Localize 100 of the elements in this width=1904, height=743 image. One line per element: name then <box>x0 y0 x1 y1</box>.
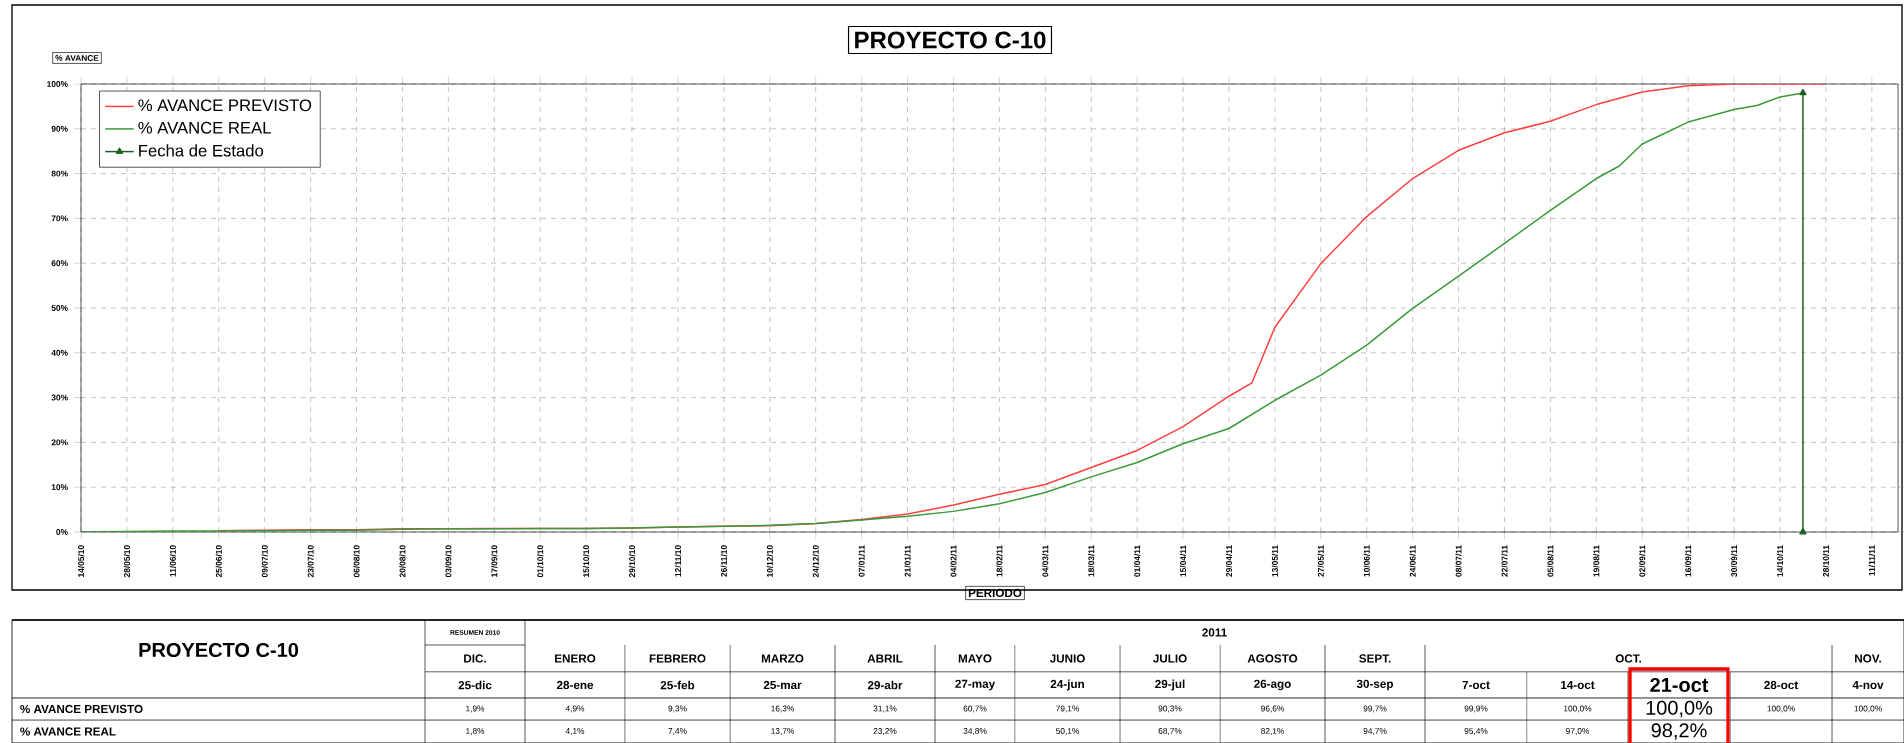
data-label: 82,1% <box>1261 728 1285 735</box>
x-tick-label: 19/08/11 <box>1593 545 1600 577</box>
text: NOV. <box>1855 654 1881 663</box>
x-tick-label: 29/10/10 <box>628 545 636 578</box>
x-tick-label: 15/10/10 <box>583 545 590 577</box>
x-tick-label: 05/08/11 <box>1547 545 1554 577</box>
text: ENERO <box>555 654 596 663</box>
x-tick-label: 24/06/11 <box>1409 545 1416 577</box>
x-tick-label: 21/01/11 <box>904 545 911 577</box>
x-axis-title: PERIODO <box>968 588 1022 598</box>
x-tick-label: 15/04/11 <box>1179 545 1187 577</box>
data-label: 100,0% <box>1646 700 1713 718</box>
data-label: 79,1% <box>1056 705 1080 713</box>
x-tick-label: 11/11/11 <box>1868 545 1875 576</box>
data-label: 100,0% <box>1854 705 1882 713</box>
data-label: 7,4% <box>668 728 687 735</box>
x-tick-label: 25/06/10 <box>215 545 222 578</box>
y-tick-label: 50% <box>51 305 68 311</box>
category-label: 25-dic <box>458 680 492 690</box>
y-tick-label: 20% <box>51 439 68 446</box>
data-label: 98,2% <box>1651 723 1707 740</box>
data-label: 95,4% <box>1464 728 1488 735</box>
text: OCT. <box>1615 654 1641 663</box>
data-label: 90,3% <box>1158 705 1182 713</box>
x-tick-label: 03/09/10 <box>445 545 452 578</box>
y-tick-label: 10% <box>51 484 68 491</box>
data-label: 100,0% <box>1767 705 1795 713</box>
x-tick-label: 09/07/10 <box>261 545 268 578</box>
y-tick-label: 100% <box>47 81 68 87</box>
x-tick-label: 02/09/11 <box>1639 545 1646 577</box>
x-tick-label: 11/06/10 <box>169 545 176 577</box>
legend-label: Fecha de Estado <box>139 144 264 157</box>
x-tick-label: 01/10/10 <box>537 545 544 578</box>
category-label: 25-feb <box>660 680 695 690</box>
category-label: 27-may <box>955 679 996 691</box>
x-tick-label: 26/11/10 <box>720 545 727 577</box>
x-tick-label: 18/02/11 <box>996 545 1003 577</box>
x-tick-label: 01/04/11 <box>1134 545 1141 577</box>
y-tick-label: 60% <box>51 260 68 267</box>
x-tick-label: 17/09/10 <box>491 545 498 577</box>
text: % AVANCE REAL <box>20 727 116 736</box>
x-tick-label: 08/07/11 <box>1455 545 1462 577</box>
x-tick-label: 23/07/10 <box>307 545 314 578</box>
category-label: 28-ene <box>556 680 594 690</box>
category-label: 30-sep <box>1356 679 1393 691</box>
x-tick-label: 14/05/10 <box>77 545 85 577</box>
text: FEBRERO <box>649 654 706 663</box>
data-label: 99,9% <box>1464 705 1488 713</box>
legend-label: % AVANCE REAL <box>138 121 271 134</box>
data-label: 68,7% <box>1158 728 1182 735</box>
text: PROYECTO C-10 <box>139 642 299 658</box>
data-label: 34,8% <box>963 728 987 735</box>
data-label: 97,0% <box>1566 728 1590 735</box>
y-tick-label: 70% <box>51 215 68 222</box>
x-tick-label: 12/11/10 <box>674 545 682 577</box>
y-tick-label: 80% <box>51 170 68 177</box>
x-tick-label: 28/05/10 <box>123 545 131 578</box>
text: SEPT. <box>1359 654 1391 663</box>
data-label: 31,1% <box>873 705 897 713</box>
data-label: 4,1% <box>565 728 585 735</box>
x-tick-label: 30/09/11 <box>1730 545 1738 577</box>
x-tick-label: 10/06/11 <box>1363 545 1370 577</box>
text: MARZO <box>761 654 804 663</box>
data-label: 100,0% <box>1564 705 1592 713</box>
text: DIC. <box>464 654 486 663</box>
x-tick-label: 28/10/11 <box>1822 545 1829 577</box>
x-tick-label: 10/12/10 <box>766 545 773 577</box>
category-label: 25-mar <box>763 680 802 690</box>
data-label: 99,7% <box>1363 705 1387 713</box>
y-tick-label: 30% <box>51 394 68 401</box>
x-tick-label: 16/09/11 <box>1685 545 1692 577</box>
x-tick-label: 04/03/11 <box>1042 545 1049 577</box>
data-label: 4,9% <box>565 705 585 713</box>
data-label: 60,7% <box>963 705 987 713</box>
text: AGOSTO <box>1247 654 1298 663</box>
x-tick-label: 22/07/11 <box>1501 545 1508 577</box>
data-label: 1,9% <box>466 705 485 713</box>
data-label: 1,8% <box>466 728 485 735</box>
x-tick-label: 20/08/10 <box>399 545 406 578</box>
data-label: 13,7% <box>771 728 795 735</box>
y-tick-label: 90% <box>51 125 68 132</box>
category-label: 4-nov <box>1852 680 1884 690</box>
data-label: 9,3% <box>668 705 687 713</box>
x-tick-label: 07/01/11 <box>858 545 865 577</box>
category-label: 26-ago <box>1254 679 1291 691</box>
x-tick-label: 14/10/11 <box>1776 545 1784 577</box>
text: % AVANCE PREVISTO <box>20 704 143 714</box>
category-label: 29-jul <box>1155 679 1185 691</box>
data-label: 96,6% <box>1261 705 1285 713</box>
x-tick-label: 29/04/11 <box>1225 545 1233 577</box>
category-label: 29-abr <box>867 680 903 690</box>
legend-label: % AVANCE PREVISTO <box>138 99 312 112</box>
text: ABRIL <box>867 654 903 663</box>
category-label: 14-oct <box>1561 680 1595 690</box>
x-tick-label: 27/05/11 <box>1317 545 1324 577</box>
text: MAYO <box>958 654 992 663</box>
category-label: 24-jun <box>1050 679 1084 691</box>
data-label: 16,3% <box>771 705 795 713</box>
x-tick-label: 13/05/11 <box>1271 545 1278 577</box>
y-tick-label: 40% <box>51 349 68 356</box>
